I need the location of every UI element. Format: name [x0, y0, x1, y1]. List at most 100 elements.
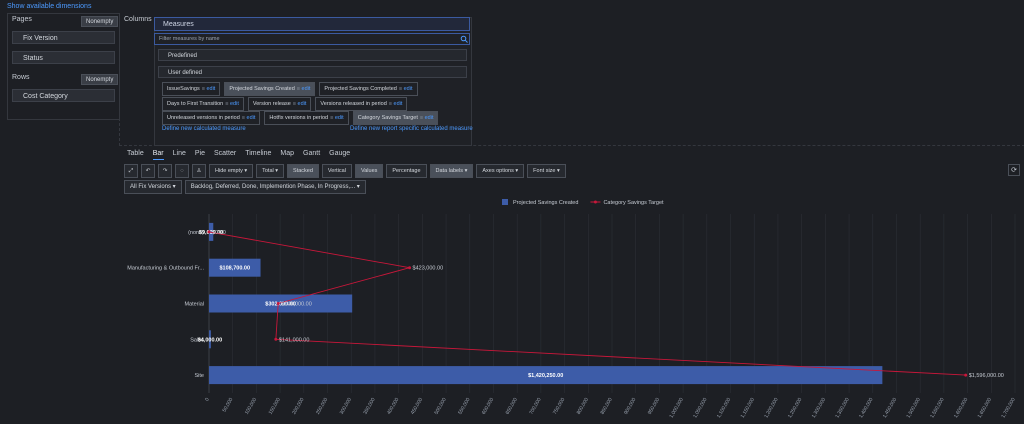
chart-tab[interactable]: Map	[280, 150, 295, 157]
legend-label: Category Savings Target	[603, 200, 664, 206]
toolbar-button[interactable]: Data labels	[429, 164, 474, 178]
define-report-measure-link[interactable]: Define new report specific calculated me…	[350, 126, 473, 132]
bar	[209, 294, 353, 313]
edit-link[interactable]: edit	[242, 115, 256, 121]
measure-chip[interactable]: Projected Savings Creatededit	[224, 82, 316, 96]
refresh-icon[interactable]: ⟳	[1008, 164, 1020, 176]
edit-link[interactable]: edit	[202, 86, 216, 92]
nonempty-button[interactable]: Nonempty	[81, 16, 119, 27]
bar	[209, 258, 261, 277]
measure-chip[interactable]: Category Savings Targetedit	[352, 111, 439, 125]
search-icon	[460, 35, 468, 43]
expand-icon[interactable]: ⤢	[124, 164, 138, 178]
measure-chip[interactable]: Unreleased versions in periodedit	[162, 111, 261, 125]
measure-chip[interactable]: IssueSavingsedit	[162, 82, 221, 96]
edit-link[interactable]: edit	[389, 101, 403, 107]
filter-dropdown[interactable]: Backlog, Deferred, Done, Implemention Ph…	[184, 180, 366, 194]
edit-link[interactable]: edit	[293, 101, 307, 107]
toolbar-button[interactable]: Vertical	[321, 164, 352, 178]
x-tick-label: 1,250,000	[787, 397, 803, 419]
chart-tabs: Table Bar Line Pie Scatter Timeline Map Gantt Ga…	[127, 150, 350, 160]
filter-input[interactable]: Filter measures by name	[154, 33, 470, 45]
data-label: $4,000.00	[198, 337, 222, 343]
x-tick-label: 1,350,000	[834, 397, 850, 419]
x-tick-label: 1,150,000	[740, 397, 756, 419]
measure-name: Unreleased versions in period	[167, 115, 240, 121]
measure-chip[interactable]: Hotfix versions in periodedit	[264, 111, 349, 125]
dimension-row[interactable]: Cost Category	[12, 89, 115, 102]
measure-chip[interactable]: Versions released in periodedit	[315, 97, 408, 111]
chart: 0 50,000 100,000 150,000 200,000 250,000 300,0…	[127, 199, 1017, 419]
rows-title: Rows	[12, 74, 30, 81]
toolbar-button[interactable]: Percentage	[386, 164, 427, 178]
y-tick-label: Site	[195, 373, 204, 379]
chart-tab[interactable]: Line	[172, 150, 186, 157]
user-icon[interactable]: ♙	[192, 164, 206, 178]
nonempty-button[interactable]: Nonempty	[81, 74, 119, 85]
x-tick-label: 200,000	[291, 397, 305, 416]
filters: All Fix VersionsBacklog, Deferred, Done,…	[124, 180, 366, 194]
predefined-section[interactable]: Predefined	[158, 49, 467, 61]
chart-tab[interactable]: Table	[127, 150, 144, 157]
comment-icon[interactable]: ◌	[175, 164, 189, 178]
x-tick-label: 50,000	[222, 397, 235, 413]
user-defined-section[interactable]: User defined	[158, 66, 467, 78]
columns-area	[119, 13, 1024, 146]
chart-tab[interactable]: Gantt	[303, 150, 321, 157]
x-tick-label: 1,050,000	[692, 397, 708, 419]
define-measure-link[interactable]: Define new calculated measure	[162, 126, 246, 132]
data-label: $146,000.00	[281, 302, 312, 308]
toolbar-button[interactable]: Hide empty	[209, 164, 254, 178]
toolbar-button[interactable]: Font size	[527, 164, 566, 178]
chart-tab[interactable]: Pie	[194, 150, 205, 157]
measure-name: Category Savings Target	[357, 115, 418, 121]
measure-name: Days to First Transition	[167, 101, 224, 107]
toolbar-button[interactable]: Axes options	[476, 164, 525, 178]
chart-tab[interactable]: Bar	[152, 150, 164, 160]
undo-icon[interactable]: ↶	[141, 164, 155, 178]
x-tick-label: 1,600,000	[953, 397, 969, 419]
measure-name: IssueSavings	[167, 86, 200, 92]
x-tick-label: 600,000	[481, 397, 495, 416]
y-tick-label: Manufacturing & Outbound Fr...	[127, 266, 204, 272]
line-point	[207, 230, 211, 234]
y-tick-label: Sales	[190, 337, 204, 343]
measure-chip[interactable]: Version releaseedit	[247, 97, 312, 111]
legend-marker	[593, 200, 597, 204]
edit-link[interactable]: edit	[297, 86, 311, 92]
toolbar-button[interactable]: Total	[256, 164, 285, 178]
x-tick-label: 1,400,000	[858, 397, 874, 419]
edit-link[interactable]: edit	[399, 86, 413, 92]
x-tick-label: 1,000,000	[669, 397, 685, 419]
edit-link[interactable]: edit	[225, 101, 239, 107]
dimension-row[interactable]: Status	[12, 51, 115, 64]
measure-name: Hotfix versions in period	[269, 115, 329, 121]
columns-title: Columns	[124, 16, 152, 23]
redo-icon[interactable]: ↷	[158, 164, 172, 178]
measures-header[interactable]: Measures	[154, 17, 470, 31]
dimension-row[interactable]: Fix Version	[12, 31, 115, 44]
x-tick-label: 300,000	[339, 397, 353, 416]
x-tick-label: 400,000	[386, 397, 400, 416]
toolbar-button[interactable]: Values	[354, 164, 384, 178]
measure-chip[interactable]: Days to First Transitionedit	[162, 97, 244, 111]
edit-link[interactable]: edit	[330, 115, 344, 121]
bar	[209, 366, 883, 385]
measure-chip[interactable]: Projected Savings Completededit	[319, 82, 418, 96]
measure-name: Versions released in period	[320, 101, 387, 107]
x-tick-label: 1,650,000	[977, 397, 993, 419]
show-dimensions-link[interactable]: Show available dimensions	[7, 3, 92, 10]
data-label: $1,420,250.00	[528, 373, 563, 379]
chart-tab[interactable]: Gauge	[329, 150, 351, 157]
x-tick-label: 0	[204, 397, 211, 403]
data-label: $9,000.00	[199, 230, 223, 236]
toolbar-button[interactable]: Stacked	[287, 164, 319, 178]
measure-name: Projected Savings Completed	[324, 86, 397, 92]
chart-tab[interactable]: Timeline	[245, 150, 272, 157]
chart-tab[interactable]: Scatter	[214, 150, 237, 157]
edit-link[interactable]: edit	[420, 115, 434, 121]
line-point	[408, 266, 412, 270]
filter-dropdown[interactable]: All Fix Versions	[124, 180, 182, 194]
x-tick-label: 500,000	[434, 397, 448, 416]
